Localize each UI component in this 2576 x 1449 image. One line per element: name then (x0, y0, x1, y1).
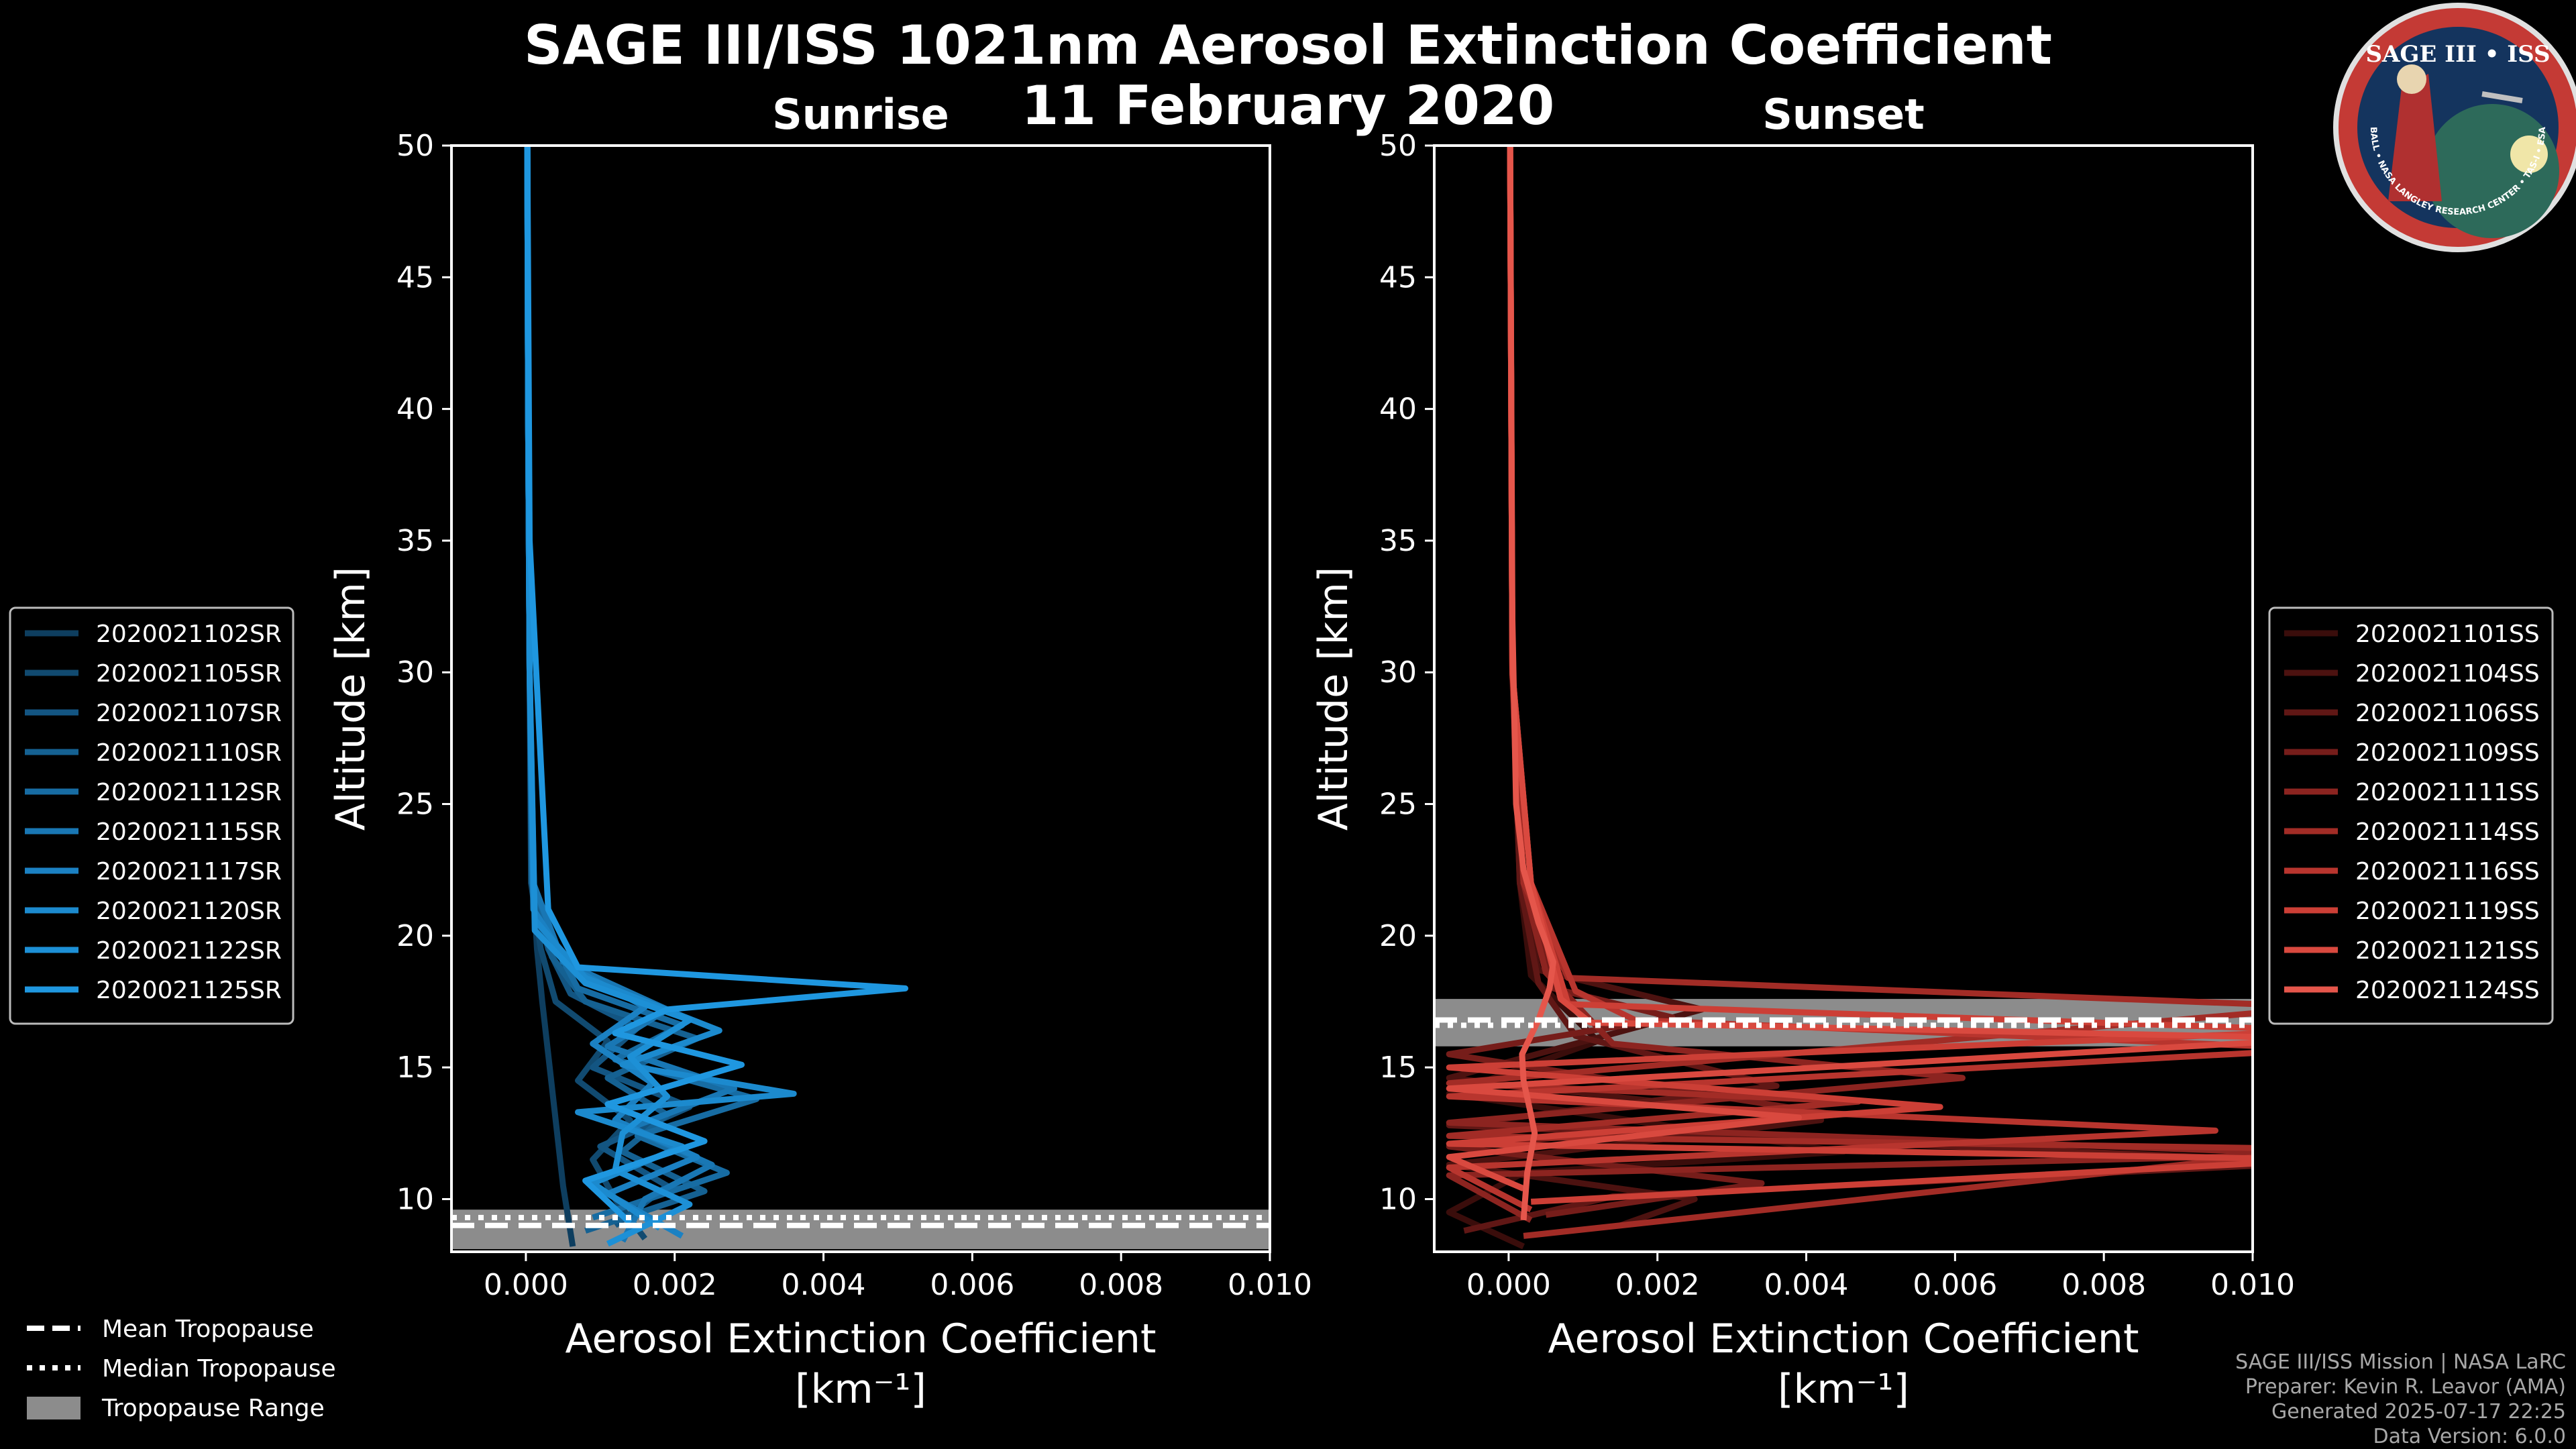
legend-label: 2020021115SR (96, 818, 282, 846)
legend-label: 2020021116SS (2355, 858, 2540, 885)
y-tick-label: 20 (396, 919, 434, 953)
sunset-subplot-title: Sunset (1762, 90, 1925, 139)
legend-label: 2020021106SS (2355, 700, 2540, 727)
logo-face-icon (2397, 64, 2426, 94)
x-tick-label: 0.002 (1615, 1268, 1700, 1302)
y-tick-label: 25 (1379, 788, 1417, 822)
series-line-2020021121SS (1446, 146, 2253, 1191)
legend-label: 2020021125SR (96, 977, 282, 1004)
logo-wordmark: SAGE III • ISS (2365, 41, 2550, 68)
sunrise-subplot-title: Sunrise (772, 90, 949, 139)
legend-label: 2020021101SS (2355, 621, 2540, 648)
y-tick-label: 35 (396, 524, 434, 558)
figure-title: SAGE III/ISS 1021nm Aerosol Extinction C… (524, 14, 2052, 76)
x-axis-label: Aerosol Extinction Coefficient (1548, 1316, 2139, 1362)
y-tick-label: 35 (1379, 524, 1417, 558)
legend-label: 2020021119SS (2355, 898, 2540, 925)
legend-label: 2020021110SR (96, 739, 282, 767)
credit-data-version: Data Version: 6.0.0 (2373, 1425, 2566, 1448)
legend-frame (9, 606, 294, 1025)
legend-label: 2020021114SS (2355, 818, 2540, 846)
y-tick-label: 45 (396, 260, 434, 294)
legend-label: 2020021121SS (2355, 937, 2540, 965)
x-tick-label: 0.010 (1228, 1268, 1312, 1302)
legend-label: 2020021102SR (96, 621, 282, 648)
y-axis-label: Altitude [km] (327, 567, 374, 831)
y-tick-label: 25 (396, 788, 434, 822)
tropopause-range-swatch (27, 1397, 80, 1419)
sunrise-legend: 2020021102SR 2020021105SR 2020021107SR 2020… (9, 606, 294, 1025)
y-tick-label: 45 (1379, 260, 1417, 294)
x-tick-label: 0.006 (1913, 1268, 1997, 1302)
x-axis-units: [km⁻¹] (795, 1366, 926, 1413)
x-tick-label: 0.002 (633, 1268, 717, 1302)
x-axis-units: [km⁻¹] (1778, 1366, 1909, 1413)
median-tropopause-label: Median Tropopause (102, 1355, 336, 1383)
sage-iii-iss-logo: SAGE III • ISS BALL • NASA LANGLEY RESEA… (2333, 3, 2576, 252)
x-tick-label: 0.000 (484, 1268, 568, 1302)
legend-label: 2020021117SR (96, 858, 282, 885)
legend-frame (2268, 606, 2554, 1025)
series-line-2020021124SS (1507, 146, 1556, 1221)
x-tick-label: 0.000 (1466, 1268, 1551, 1302)
x-tick-label: 0.006 (930, 1268, 1014, 1302)
axes-frame (450, 144, 1271, 1253)
legend-label: 2020021107SR (96, 700, 282, 727)
y-tick-label: 20 (1379, 919, 1417, 953)
y-tick-label: 30 (1379, 655, 1417, 690)
legend-label: 2020021112SR (96, 779, 282, 806)
y-tick-label: 30 (396, 655, 434, 690)
sunrise-plot: 0.000 0.002 0.004 0.006 0.008 0.010 10 15 20 25 30… (327, 129, 1312, 1413)
logo-figure-icon (2388, 74, 2442, 201)
credit-generated: Generated 2025-07-17 22:25 (2271, 1400, 2566, 1424)
legend-label: 2020021104SS (2355, 660, 2540, 688)
series-line-2020021122SR (524, 146, 693, 1247)
legend-label: 2020021120SR (96, 898, 282, 925)
logo-earth-icon (2425, 104, 2559, 238)
axes-frame (1433, 144, 2254, 1253)
y-tick-label: 40 (1379, 392, 1417, 427)
tropopause-legend: Mean Tropopause Median Tropopause Tropop… (27, 1316, 336, 1422)
y-tick-label: 15 (1379, 1051, 1417, 1085)
y-tick-label: 10 (1379, 1182, 1417, 1216)
logo-moon-icon (2510, 136, 2548, 173)
sunset-plot: 0.000 0.002 0.004 0.006 0.008 0.010 10 15 20 25 30… (1310, 129, 2295, 1413)
legend-label: 2020021109SS (2355, 739, 2540, 767)
x-tick-label: 0.010 (2210, 1268, 2295, 1302)
legend-label: 2020021124SS (2355, 977, 2540, 1004)
credit-preparer: Preparer: Kevin R. Leavor (AMA) (2245, 1375, 2566, 1399)
legend-label: 2020021122SR (96, 937, 282, 965)
y-axis-label: Altitude [km] (1310, 567, 1357, 831)
y-tick-label: 50 (1379, 129, 1417, 163)
y-tick-label: 40 (396, 392, 434, 427)
y-tick-label: 15 (396, 1051, 434, 1085)
sunset-legend: 2020021101SS 2020021104SS 2020021106SS 2020… (2268, 606, 2554, 1025)
x-tick-label: 0.004 (1764, 1268, 1849, 1302)
x-tick-label: 0.008 (1079, 1268, 1163, 1302)
credit-mission: SAGE III/ISS Mission | NASA LaRC (2235, 1350, 2566, 1374)
y-tick-label: 10 (396, 1182, 434, 1216)
x-tick-label: 0.004 (782, 1268, 866, 1302)
mean-tropopause-label: Mean Tropopause (102, 1316, 314, 1343)
tropopause-range-label: Tropopause Range (101, 1395, 325, 1422)
legend-label: 2020021105SR (96, 660, 282, 688)
x-axis-label: Aerosol Extinction Coefficient (566, 1316, 1157, 1362)
y-tick-label: 50 (396, 129, 434, 163)
logo-station-icon (2481, 91, 2523, 103)
x-tick-label: 0.008 (2061, 1268, 2146, 1302)
legend-label: 2020021111SS (2355, 779, 2540, 806)
series-line-2020021125SR (524, 146, 908, 1226)
figure-date: 11 February 2020 (1022, 74, 1555, 137)
credits: SAGE III/ISS Mission | NASA LaRC Prepare… (2235, 1350, 2566, 1448)
